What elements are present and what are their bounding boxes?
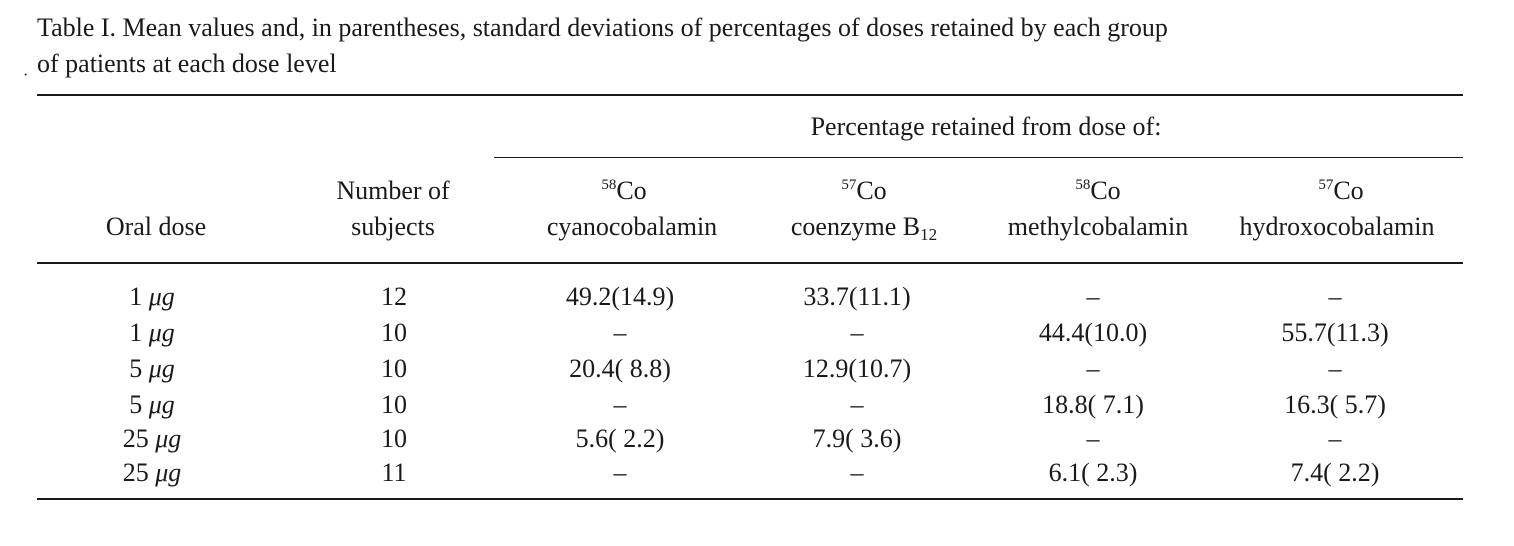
cell-cyanocobalamin: – bbox=[613, 318, 627, 347]
dose-amount: 25 bbox=[122, 424, 149, 453]
cell-hydroxocobalamin: – bbox=[1328, 354, 1342, 383]
cell-cyanocobalamin: 5.6( 2.2) bbox=[575, 424, 665, 453]
cell-subjects: 10 bbox=[381, 390, 407, 419]
cell-hydroxocobalamin: 16.3( 5.7) bbox=[1284, 390, 1386, 419]
cell-cyanocobalamin: – bbox=[613, 390, 627, 419]
cell-coenzyme-b12: 12.9(10.7) bbox=[802, 354, 912, 383]
isotope-mass: 58 bbox=[1075, 177, 1091, 193]
dose-unit: μg bbox=[155, 424, 182, 453]
caption-line-2: of patients at each dose level bbox=[37, 49, 337, 78]
cell-oral-dose: 1 μg bbox=[129, 318, 175, 348]
caption-margin-dot: · bbox=[23, 67, 29, 84]
dose-amount: 5 bbox=[129, 390, 143, 419]
cell-oral-dose: 25 μg bbox=[123, 424, 182, 454]
col-header-hydroxo-isotope: 57Co bbox=[1318, 176, 1363, 206]
cell-subjects: 10 bbox=[381, 354, 407, 383]
col-header-oral-dose: Oral dose bbox=[105, 212, 207, 241]
element-symbol: Co bbox=[616, 176, 647, 205]
col-header-subjects-line2: subjects bbox=[351, 212, 435, 241]
col-header-methyl-isotope: 58Co bbox=[1075, 176, 1120, 206]
cell-coenzyme-b12: 33.7(11.1) bbox=[803, 282, 911, 311]
dose-unit: μg bbox=[148, 390, 175, 419]
table-bottom-rule bbox=[37, 498, 1463, 500]
table-caption: · Table I. Mean values and, in parenthes… bbox=[23, 10, 1477, 84]
cell-subjects: 11 bbox=[381, 458, 407, 487]
header-bottom-rule bbox=[37, 262, 1463, 264]
dose-unit: μg bbox=[148, 354, 175, 383]
cell-methylcobalamin: – bbox=[1086, 424, 1100, 453]
cell-methylcobalamin: 18.8( 7.1) bbox=[1042, 390, 1144, 419]
col-header-cyano-isotope: 58Co bbox=[601, 176, 646, 206]
isotope-mass: 58 bbox=[601, 177, 617, 193]
cell-methylcobalamin: – bbox=[1086, 354, 1100, 383]
cell-hydroxocobalamin: – bbox=[1328, 424, 1342, 453]
caption-line-1: Table I. Mean values and, in parentheses… bbox=[37, 13, 1168, 42]
dose-amount: 25 bbox=[122, 458, 149, 487]
col-header-cyano-name: cyanocobalamin bbox=[546, 212, 718, 241]
cell-hydroxocobalamin: 55.7(11.3) bbox=[1281, 318, 1389, 347]
element-symbol: Co bbox=[1090, 176, 1121, 205]
cell-coenzyme-b12: – bbox=[850, 458, 864, 487]
cell-subjects: 12 bbox=[381, 282, 407, 311]
cell-cyanocobalamin: 20.4( 8.8) bbox=[569, 354, 671, 383]
group-header: Percentage retained from dose of: bbox=[810, 112, 1162, 141]
cell-oral-dose: 5 μg bbox=[129, 390, 175, 420]
group-header-rule bbox=[494, 157, 1463, 158]
cell-methylcobalamin: 6.1( 2.3) bbox=[1048, 458, 1138, 487]
col-header-hydroxo-name: hydroxocobalamin bbox=[1239, 212, 1435, 241]
col-header-coenzyme-name: coenzyme B12 bbox=[790, 212, 938, 244]
cell-hydroxocobalamin: 7.4( 2.2) bbox=[1290, 458, 1380, 487]
isotope-mass: 57 bbox=[841, 177, 857, 193]
dose-amount: 1 bbox=[129, 318, 143, 347]
cell-coenzyme-b12: – bbox=[850, 318, 864, 347]
cell-methylcobalamin: – bbox=[1086, 282, 1100, 311]
col-header-coenzyme-isotope: 57Co bbox=[841, 176, 886, 206]
cell-oral-dose: 1 μg bbox=[129, 282, 175, 312]
coenzyme-subscript: 12 bbox=[920, 225, 938, 244]
element-symbol: Co bbox=[1333, 176, 1364, 205]
element-symbol: Co bbox=[856, 176, 887, 205]
cell-oral-dose: 5 μg bbox=[129, 354, 175, 384]
dose-unit: μg bbox=[148, 318, 175, 347]
cell-oral-dose: 25 μg bbox=[123, 458, 182, 488]
cell-cyanocobalamin: – bbox=[613, 458, 627, 487]
coenzyme-label: coenzyme B bbox=[790, 212, 921, 241]
dose-unit: μg bbox=[148, 282, 175, 311]
cell-hydroxocobalamin: – bbox=[1328, 282, 1342, 311]
table-top-rule bbox=[37, 94, 1463, 96]
cell-subjects: 10 bbox=[381, 318, 407, 347]
cell-subjects: 10 bbox=[381, 424, 407, 453]
dose-amount: 1 bbox=[129, 282, 143, 311]
col-header-subjects-line1: Number of bbox=[336, 176, 450, 205]
cell-methylcobalamin: 44.4(10.0) bbox=[1038, 318, 1148, 347]
dose-unit: μg bbox=[155, 458, 182, 487]
col-header-methyl-name: methylcobalamin bbox=[1007, 212, 1189, 241]
cell-coenzyme-b12: 7.9( 3.6) bbox=[812, 424, 902, 453]
dose-amount: 5 bbox=[129, 354, 143, 383]
cell-coenzyme-b12: – bbox=[850, 390, 864, 419]
cell-cyanocobalamin: 49.2(14.9) bbox=[565, 282, 675, 311]
isotope-mass: 57 bbox=[1318, 177, 1334, 193]
